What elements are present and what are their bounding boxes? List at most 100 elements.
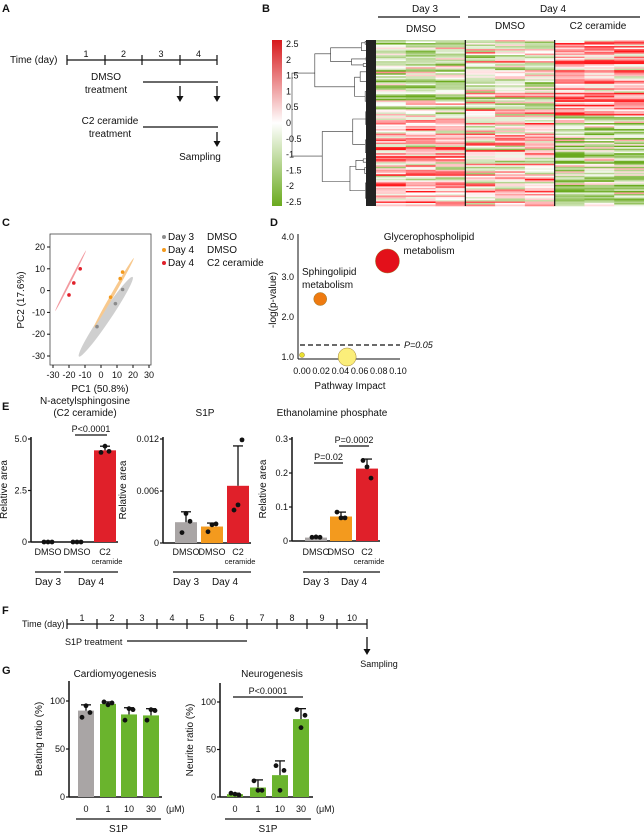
heatmap-cell [376, 95, 407, 98]
heatmap-cell [584, 100, 615, 103]
heatmap-cell [584, 109, 615, 112]
heatmap-cell [495, 199, 526, 202]
heatmap-cell [524, 53, 555, 56]
heatmap-cell [495, 184, 526, 187]
heatmap-cell [376, 46, 407, 48]
heatmap-cell [524, 163, 555, 166]
heatmap-cell [584, 157, 615, 160]
category-label: 1 [255, 804, 260, 814]
heatmap-cell [376, 199, 407, 202]
heatmap-cell [495, 193, 526, 196]
day-label: 9 [319, 613, 324, 623]
data-point [342, 515, 348, 521]
heatmap-cell [376, 195, 407, 198]
colorbar-tick-label: -2 [286, 181, 294, 191]
heatmap-cell [435, 201, 466, 204]
heatmap-cell [584, 88, 615, 91]
heatmap-cell [524, 189, 555, 192]
group-label: Day 3 [303, 577, 330, 588]
heatmap-cell [465, 76, 496, 79]
day-group-label: Day 3 [412, 4, 439, 15]
heatmap-cell [614, 109, 644, 112]
heatmap-cell [405, 82, 436, 85]
heatmap-cell [524, 95, 555, 98]
pca-point [67, 293, 71, 297]
heatmap-cell [524, 147, 555, 149]
y-tick-label: 50 [55, 744, 65, 754]
data-point [235, 502, 241, 508]
data-point [187, 518, 193, 524]
heatmap-cell [435, 76, 466, 79]
heatmap-cell [614, 187, 644, 190]
heatmap-cell [614, 189, 644, 192]
heatmap-cell [435, 50, 466, 53]
heatmap-cell [524, 195, 555, 198]
heatmap-cell [554, 141, 585, 143]
data-point [368, 475, 374, 481]
heatmap-cell [465, 56, 496, 59]
heatmap-cell [524, 192, 555, 195]
heatmap-cell [524, 113, 555, 116]
heatmap-cell [465, 68, 496, 71]
heatmap-cell [435, 53, 466, 56]
heatmap-cell [405, 52, 436, 54]
heatmap-cell [495, 166, 526, 169]
heatmap-cell [405, 127, 436, 130]
heatmap-cell [376, 132, 407, 134]
heatmap-cell [584, 55, 615, 57]
heatmap-cell [376, 186, 407, 189]
data-point [79, 714, 85, 720]
heatmap-cell [614, 160, 644, 163]
heatmap-cell [554, 204, 585, 207]
heatmap-cell [614, 52, 644, 54]
heatmap-cell [465, 106, 496, 109]
legend-label: Day 3 [168, 232, 195, 243]
heatmap-cell [614, 148, 644, 151]
heatmap-cell [554, 68, 585, 71]
heatmap-cell [435, 174, 466, 177]
heatmap-cell [584, 141, 615, 143]
group-label: Day 3 [173, 577, 200, 588]
heatmap-cell [554, 135, 585, 137]
heatmap-cell [614, 193, 644, 196]
heatmap-cell [435, 156, 466, 159]
heatmap-cell [584, 126, 615, 128]
heatmap-cell [435, 98, 466, 101]
heatmap-cell [465, 153, 496, 155]
heatmap-cell [405, 165, 436, 168]
heatmap-cell [465, 174, 496, 177]
heatmap-cell [554, 130, 585, 133]
heatmap-cell [405, 136, 436, 139]
heatmap-cell [405, 116, 436, 119]
day-label: 2 [109, 613, 114, 623]
day-label: 7 [259, 613, 264, 623]
heatmap-cell [554, 184, 585, 187]
heatmap-cell [554, 53, 585, 56]
y-tick-label: -20 [32, 329, 45, 339]
data-point [70, 539, 76, 545]
data-point [239, 437, 245, 443]
heatmap-cell [405, 44, 436, 47]
heatmap-cell [435, 124, 466, 127]
data-point [87, 710, 93, 715]
heatmap-cell [376, 44, 407, 47]
heatmap-cell [405, 110, 436, 113]
y-tick-label: 4.0 [281, 232, 294, 242]
heatmap-cell [524, 46, 555, 48]
heatmap-cell [584, 94, 615, 97]
heatmap-cell [524, 169, 555, 172]
heatmap-cell [405, 65, 436, 68]
heatmap-cell [584, 153, 615, 155]
heatmap-cell [614, 196, 644, 199]
heatmap-cell [584, 183, 615, 186]
heatmap-cell [465, 184, 496, 187]
heatmap-cell [554, 178, 585, 181]
heatmap-cell [405, 109, 436, 112]
heatmap-cell [465, 183, 496, 186]
heatmap-cell [405, 67, 436, 69]
heatmap-cell [495, 171, 526, 174]
colorbar [272, 40, 282, 206]
heatmap-cell [465, 52, 496, 54]
heatmap-cell [584, 112, 615, 115]
heatmap-cell [584, 160, 615, 163]
